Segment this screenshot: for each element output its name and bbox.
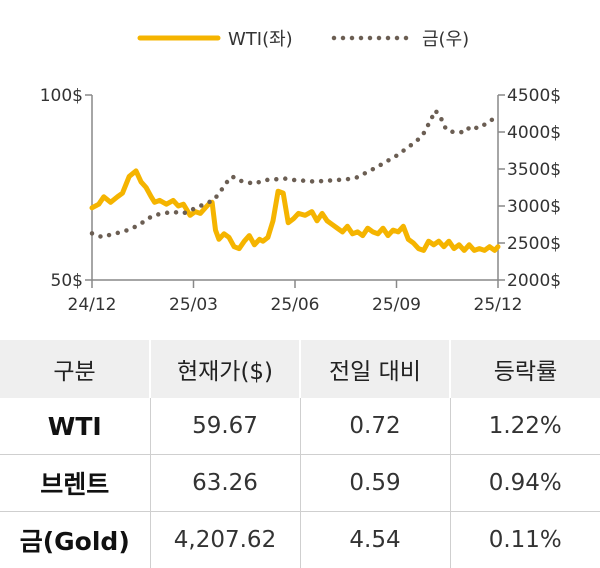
price-line-chart: WTI(좌) 금(우) 100$ 50$ 4500$ 4000$ 3500$ 3000$ 2…: [0, 0, 600, 330]
series-lines: [92, 111, 498, 251]
price-table: 구분 현재가($) 전일 대비 등락률 WTI 59.67 0.72 1.22%…: [0, 340, 600, 568]
cell-change: 0.59: [300, 455, 450, 512]
header-category: 구분: [0, 340, 150, 398]
cell-change: 4.54: [300, 512, 450, 568]
legend-label-gold: 금(우): [422, 29, 469, 50]
x-tick-label: 25/09: [372, 295, 421, 315]
right-y-tick-label: 2000$: [507, 271, 561, 291]
cell-current-price: 4,207.62: [150, 512, 300, 568]
legend-label-wti: WTI(좌): [228, 29, 293, 50]
right-y-tick-label: 3000$: [507, 197, 561, 217]
cell-current-price: 59.67: [150, 398, 300, 455]
x-tick-label: 24/12: [68, 295, 117, 315]
cell-current-price: 63.26: [150, 455, 300, 512]
row-label: 금(Gold): [0, 512, 150, 568]
cell-change-rate: 0.94%: [450, 455, 600, 512]
table-row: WTI 59.67 0.72 1.22%: [0, 398, 600, 455]
cell-change: 0.72: [300, 398, 450, 455]
x-tick-label: 25/03: [169, 295, 218, 315]
table-row: 금(Gold) 4,207.62 4.54 0.11%: [0, 512, 600, 568]
row-label: 브렌트: [0, 455, 150, 512]
left-y-tick-label: 100$: [40, 86, 83, 106]
header-change-rate: 등락률: [450, 340, 600, 398]
chart-area: WTI(좌) 금(우) 100$ 50$ 4500$ 4000$ 3500$ 3000$ 2…: [0, 0, 600, 330]
right-y-tick-label: 4500$: [507, 86, 561, 106]
row-label: WTI: [0, 398, 150, 455]
left-y-tick-label: 50$: [51, 271, 83, 291]
header-change: 전일 대비: [300, 340, 450, 398]
x-tick-label: 25/06: [271, 295, 320, 315]
chart-legend: WTI(좌) 금(우): [140, 29, 469, 50]
x-tick-label: 25/12: [474, 295, 523, 315]
right-y-tick-label: 2500$: [507, 234, 561, 254]
cell-change-rate: 0.11%: [450, 512, 600, 568]
table-row: 브렌트 63.26 0.59 0.94%: [0, 455, 600, 512]
table-header-row: 구분 현재가($) 전일 대비 등락률: [0, 340, 600, 398]
right-y-tick-label: 4000$: [507, 123, 561, 143]
header-current-price: 현재가($): [150, 340, 300, 398]
wti-series-line: [92, 171, 498, 251]
right-y-tick-label: 3500$: [507, 160, 561, 180]
cell-change-rate: 1.22%: [450, 398, 600, 455]
